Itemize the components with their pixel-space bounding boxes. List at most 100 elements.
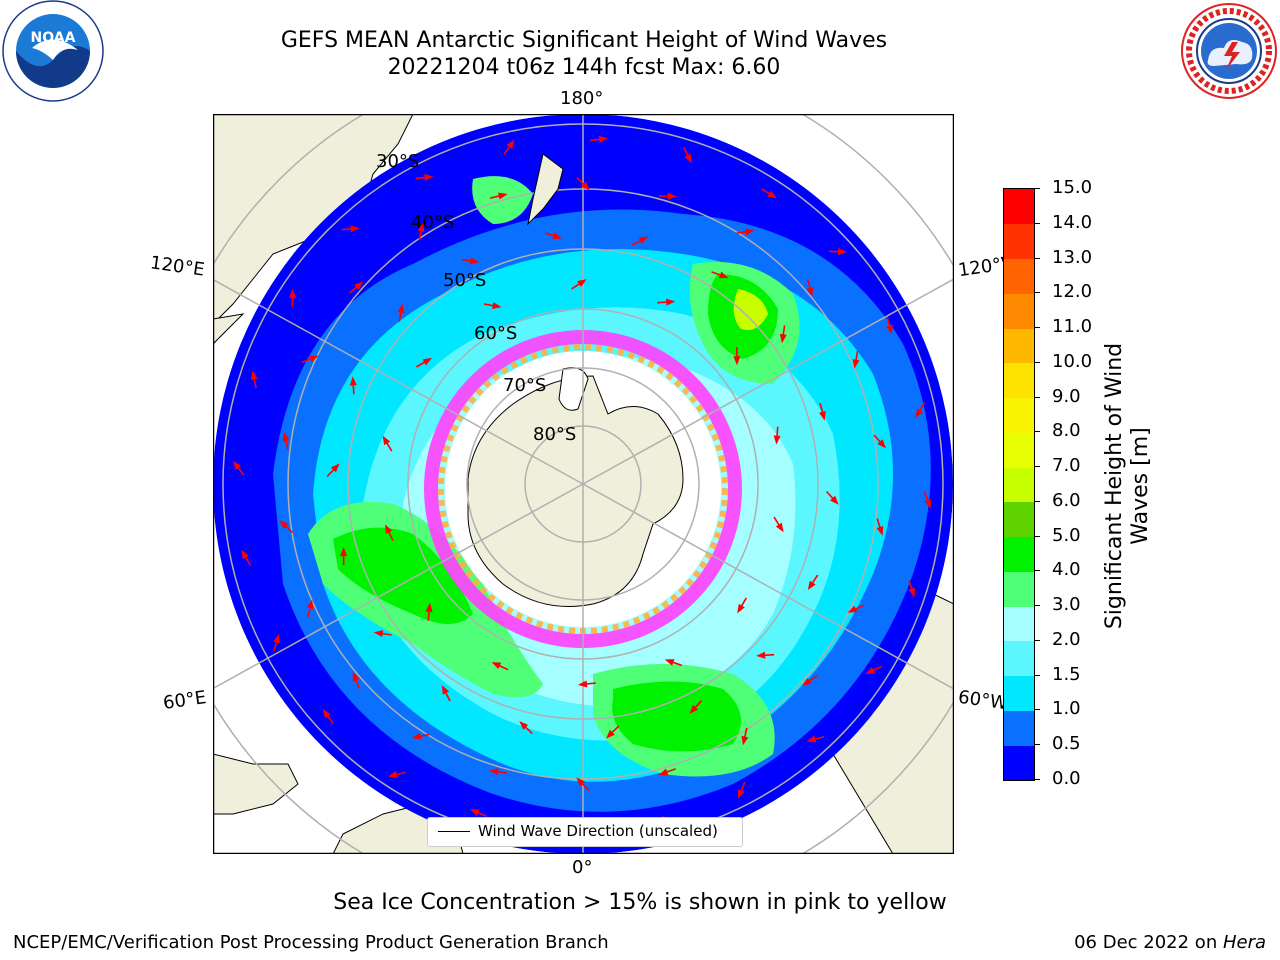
colorbar-segment [1004, 328, 1034, 364]
wave-direction-arrowhead [818, 411, 826, 421]
map-legend: Wind Wave Direction (unscaled) [427, 817, 743, 847]
colorbar-tick-label: 1.5 [1052, 663, 1081, 685]
wave-direction-arrowhead [908, 587, 916, 598]
wave-direction-arrowhead [689, 704, 699, 714]
wave-direction-arrowhead [397, 303, 405, 314]
lon-label-120e: 120°E [148, 252, 206, 281]
wave-direction-arrowhead [289, 288, 297, 298]
colorbar-tick [1034, 361, 1040, 363]
wave-direction-arrowhead [552, 232, 563, 240]
colorbar-tick [1034, 222, 1040, 224]
wave-direction-arrowhead [417, 222, 425, 233]
lat-label-60s: 60°S [474, 323, 518, 344]
wave-direction-arrowhead [830, 495, 839, 505]
wave-direction-arrowhead [349, 376, 357, 386]
wave-direction-arrowhead [737, 603, 745, 614]
wave-direction-arrowhead [576, 777, 586, 787]
svg-text:NOAA: NOAA [31, 30, 76, 46]
wave-direction-arrowhead [282, 432, 290, 442]
wave-direction-arrowhead [775, 522, 784, 533]
colorbar-tick-label: 3.0 [1052, 594, 1081, 616]
colorbar-tick [1034, 674, 1040, 676]
wave-direction-arrowhead [664, 659, 675, 666]
colorbar-tick-label: 0.0 [1052, 768, 1081, 789]
colorbar-tick [1034, 466, 1040, 468]
wave-direction-arrowhead [322, 709, 331, 719]
colorbar-tick [1034, 500, 1040, 502]
run-host: Hera [1222, 932, 1266, 953]
legend-line-swatch [438, 831, 470, 832]
wave-direction-arrowhead [506, 139, 515, 149]
colorbar-tick [1034, 431, 1040, 433]
wave-direction-arrowhead [667, 192, 677, 200]
colorbar-tick [1034, 396, 1040, 398]
colorbar-tick [1034, 744, 1040, 746]
wave-direction-arrowhead [886, 324, 893, 335]
colorbar-tick-label: 7.0 [1052, 455, 1081, 477]
wave-direction-arrowhead [385, 524, 393, 534]
wave-direction-arrowhead [876, 525, 884, 536]
wave-direction-arrowhead [806, 735, 817, 743]
colorbar-segment [1004, 432, 1034, 468]
wave-direction-arrowhead [606, 729, 615, 739]
colorbar-tick [1034, 327, 1040, 329]
graticule [213, 114, 954, 854]
colorbar-tick [1034, 292, 1040, 294]
colorbar-tick [1034, 257, 1040, 259]
wave-direction-arrowhead [425, 602, 433, 613]
colorbar-tick-label: 5.0 [1052, 524, 1081, 546]
colorbar-tick-label: 2.0 [1052, 628, 1081, 650]
colorbar-segment [1004, 189, 1034, 225]
wave-direction-arrowhead [744, 228, 755, 236]
lon-label-180: 180° [560, 88, 604, 109]
wave-direction-arrowhead [847, 605, 858, 613]
lat-label-50s: 50°S [443, 270, 487, 291]
colorbar-segment [1004, 362, 1034, 399]
colorbar-segment [1004, 606, 1034, 642]
colorbar-tick-label: 8.0 [1052, 420, 1081, 442]
wave-direction-arrowhead [807, 580, 816, 591]
wave-direction-arrowhead [340, 547, 348, 557]
colorbar-segment [1004, 536, 1034, 572]
wave-direction-arrowhead [718, 271, 729, 279]
lat-label-70s: 70°S [503, 375, 547, 396]
lat-label-80s: 80°S [533, 424, 577, 445]
wave-direction-arrowhead [802, 677, 812, 686]
colorbar-segment [1004, 745, 1034, 781]
wave-direction-arrowhead [865, 667, 875, 674]
colorbar-title: Significant Height of Wind Waves [m] [1102, 342, 1153, 630]
wave-direction-arrowhead [232, 460, 242, 471]
wave-direction-arrowhead [498, 192, 508, 200]
colorbar-tick-label: 10.0 [1052, 350, 1093, 372]
polar-map [213, 114, 954, 854]
colorbar-tick [1034, 639, 1040, 641]
branch-credit: NCEP/EMC/Verification Post Processing Pr… [13, 932, 609, 953]
wave-direction-arrowhead [658, 768, 669, 776]
wave-direction-arrowhead [877, 439, 887, 449]
wave-direction-arrowhead [737, 789, 745, 799]
wave-direction-arrowhead [308, 355, 319, 363]
wave-direction-arrowhead [519, 721, 529, 730]
wave-direction-arrowhead [779, 333, 787, 344]
run-date-text: 06 Dec 2022 on [1074, 932, 1223, 953]
colorbar-tick-label: 14.0 [1052, 211, 1093, 233]
wave-direction-arrowhead [733, 356, 741, 366]
wave-direction-arrowhead [684, 153, 692, 164]
wave-direction-arrowhead [756, 651, 766, 659]
colorbar-segment [1004, 397, 1034, 433]
colorbar-tick [1034, 605, 1040, 607]
colorbar-tick-label: 12.0 [1052, 281, 1093, 303]
colorbar-tick [1034, 709, 1040, 711]
wave-direction-arrowhead [382, 435, 391, 446]
wave-direction-arrowhead [469, 257, 480, 265]
colorbar-segment [1004, 640, 1034, 677]
wave-direction-arrowhead [273, 633, 280, 644]
lon-label-60w: 60°W [956, 686, 1009, 715]
wave-direction-arrowhead [489, 768, 499, 776]
nws-logo [1181, 3, 1277, 99]
wave-direction-arrowhead [330, 463, 340, 473]
colorbar-tick-label: 15.0 [1052, 177, 1093, 198]
wave-direction-arrowhead [773, 435, 781, 445]
wave-direction-arrowhead [666, 298, 676, 306]
lon-label-0: 0° [572, 857, 593, 878]
